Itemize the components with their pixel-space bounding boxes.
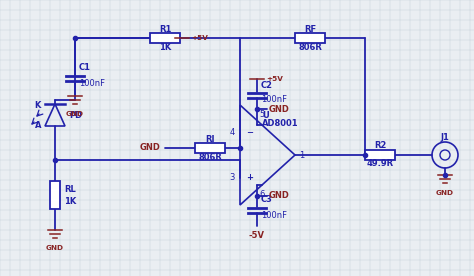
Bar — [365, 150, 395, 160]
Bar — [295, 33, 325, 43]
Text: U: U — [262, 110, 269, 120]
Text: +5V: +5V — [191, 35, 208, 41]
Text: RL: RL — [64, 184, 76, 193]
Bar — [50, 181, 60, 209]
Text: 806R: 806R — [298, 43, 322, 52]
Text: A: A — [35, 121, 41, 129]
Text: 1K: 1K — [159, 43, 171, 52]
Text: 6: 6 — [259, 190, 264, 199]
Text: C3: C3 — [261, 195, 273, 205]
Text: 806R: 806R — [198, 153, 222, 161]
Text: PD: PD — [69, 110, 82, 120]
Text: +: + — [246, 173, 253, 182]
Text: GND: GND — [436, 190, 454, 196]
Text: 100nF: 100nF — [261, 95, 287, 105]
Text: AD8001: AD8001 — [262, 118, 299, 128]
Text: RF: RF — [304, 25, 316, 33]
Text: 4: 4 — [230, 128, 235, 137]
Text: GND: GND — [269, 192, 290, 200]
Text: GND: GND — [269, 105, 290, 113]
Text: 3: 3 — [229, 173, 235, 182]
Text: J1: J1 — [440, 132, 449, 142]
Text: C2: C2 — [261, 81, 273, 89]
Bar — [150, 33, 180, 43]
Text: 1K: 1K — [64, 197, 76, 206]
Text: 100nF: 100nF — [261, 211, 287, 219]
Text: GND: GND — [66, 111, 84, 117]
Text: -5V: -5V — [249, 232, 265, 240]
Text: R2: R2 — [374, 142, 386, 150]
Text: 5: 5 — [259, 110, 264, 119]
Text: 1: 1 — [299, 150, 304, 160]
Text: C1: C1 — [79, 63, 91, 73]
Text: GND: GND — [46, 245, 64, 251]
Text: GND: GND — [140, 144, 161, 153]
Text: K: K — [35, 102, 41, 110]
Bar — [195, 143, 225, 153]
Text: 49.9R: 49.9R — [366, 160, 393, 169]
Text: −: − — [246, 128, 253, 137]
Text: 100nF: 100nF — [79, 78, 105, 87]
Text: +5V: +5V — [266, 76, 283, 82]
Text: RI: RI — [205, 134, 215, 144]
Text: R1: R1 — [159, 25, 171, 33]
